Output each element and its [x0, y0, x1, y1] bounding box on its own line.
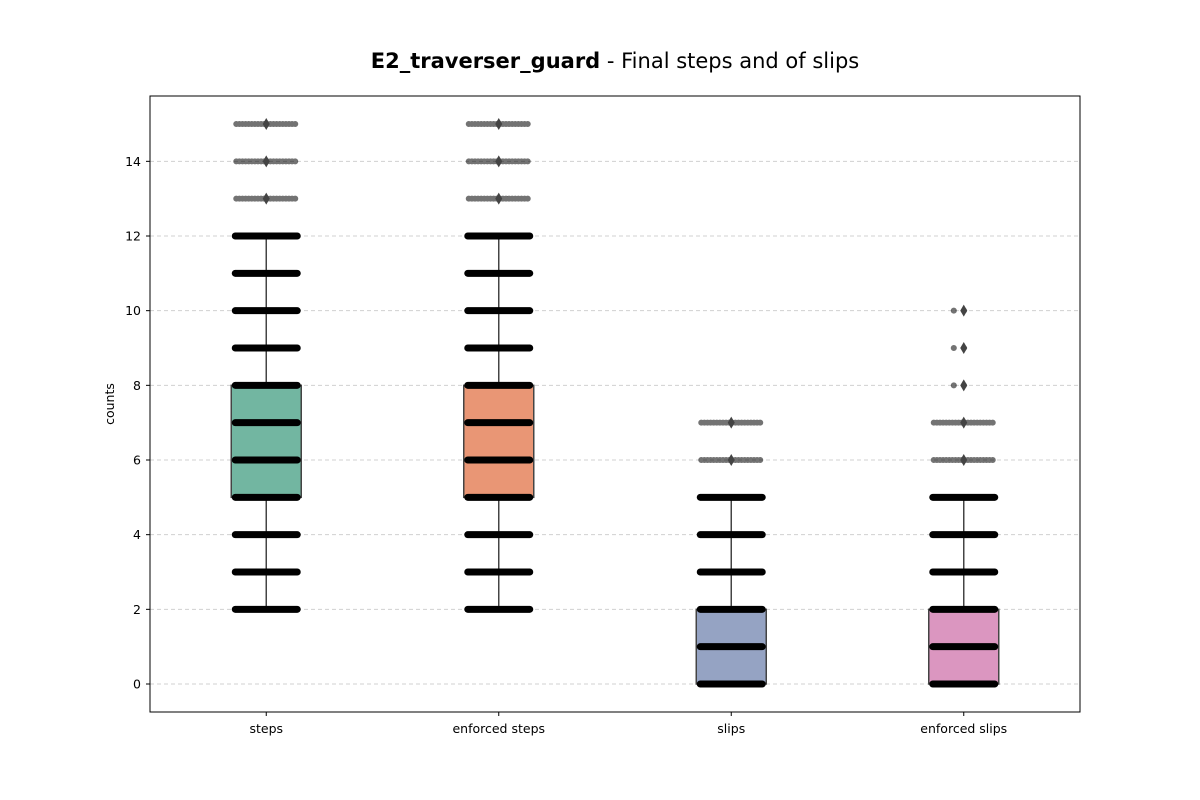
chart-title-bold: E2_traverser_guard — [371, 49, 600, 73]
flier-marker — [960, 342, 968, 354]
chart-title: E2_traverser_guard - Final steps and of … — [371, 49, 859, 73]
flier-marker — [495, 118, 503, 130]
x-tick-label: enforced slips — [920, 721, 1007, 736]
y-axis-label: counts — [102, 383, 117, 425]
box-body — [463, 384, 535, 499]
flier-marker — [960, 304, 968, 317]
plot-frame — [149, 95, 1081, 713]
y-tick-label: 12 — [125, 229, 141, 244]
chart-title-rest: - Final steps and of slips — [600, 49, 859, 73]
flier-marker — [495, 192, 503, 205]
x-tick-label: slips — [717, 721, 745, 736]
box-body — [230, 384, 302, 499]
y-tick-label: 4 — [133, 527, 141, 542]
x-tick-label: steps — [249, 721, 283, 736]
y-tick-label: 2 — [133, 602, 141, 617]
flier-marker — [262, 118, 270, 130]
flier-marker — [960, 416, 968, 429]
y-tick-label: 14 — [125, 154, 141, 169]
y-tick-label: 8 — [133, 378, 141, 393]
flier-marker — [960, 454, 968, 466]
y-tick-label: 6 — [133, 453, 141, 468]
y-tick-label: 0 — [133, 677, 141, 692]
flier-marker — [960, 379, 968, 392]
flier-marker — [727, 416, 735, 429]
flier-marker — [727, 454, 735, 466]
y-tick-label: 10 — [125, 303, 141, 318]
flier-marker — [495, 155, 503, 168]
plot-layer: 0 2 4 6 8 10 12 14 steps enforced steps slips enfor… — [125, 95, 1081, 736]
flier-marker — [262, 192, 270, 205]
x-tick-label: enforced steps — [452, 721, 545, 736]
flier-marker — [262, 155, 270, 168]
